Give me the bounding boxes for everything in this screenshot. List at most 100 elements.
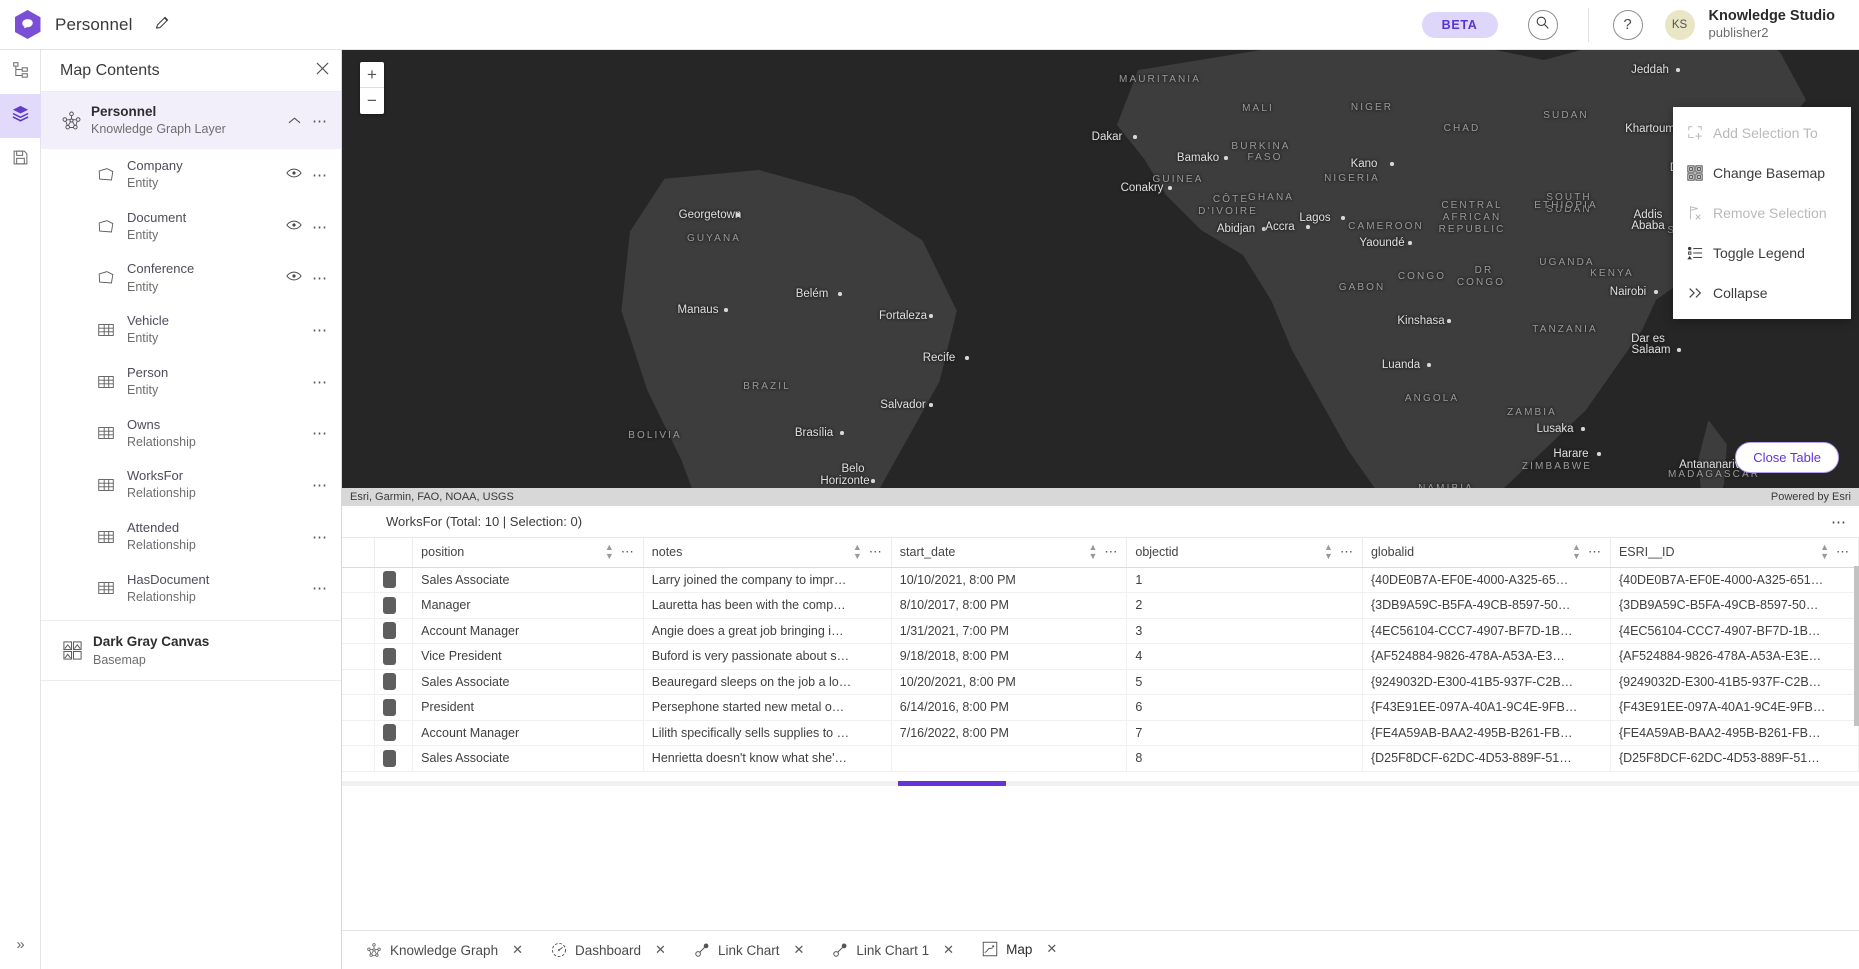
map-view[interactable]: MAURITANIA MALI NIGER CHAD SUDAN BURKINA FASO N… (342, 50, 1859, 505)
cell-start_date[interactable]: 6/14/2016, 8:00 PM (891, 694, 1128, 721)
column-menu-button[interactable]: ⋯ (1104, 544, 1119, 560)
cell-objectid[interactable]: 7 (1126, 720, 1363, 746)
cell-notes[interactable]: Henrietta doesn't know what she'… (643, 745, 892, 772)
cell-position[interactable]: Sales Associate (412, 745, 644, 772)
column-menu-button[interactable]: ⋯ (1339, 544, 1354, 560)
cell-objectid[interactable]: 8 (1126, 745, 1363, 772)
cell-objectid[interactable]: 4 (1126, 643, 1363, 670)
zoom-in-button[interactable]: + (360, 62, 384, 88)
tab-link-chart[interactable]: Link Chart ✕ (680, 931, 818, 969)
expand-rail-button[interactable]: » (16, 935, 25, 953)
row-select-cell[interactable] (342, 720, 375, 746)
layer-item-document[interactable]: Document Entity ⋯ (41, 201, 341, 253)
table-row[interactable]: Account Manager Lilith specifically sells… (342, 720, 1859, 746)
select-all-header[interactable] (342, 538, 375, 568)
close-icon[interactable]: ✕ (1046, 941, 1058, 956)
zoom-out-button[interactable]: − (367, 91, 377, 110)
table-row[interactable]: President Persephone started new metal o…… (342, 694, 1859, 721)
tab-knowledge-graph[interactable]: Knowledge Graph ✕ (352, 931, 537, 969)
sort-icon[interactable]: ▲ ▼ (1820, 542, 1829, 562)
column-menu-button[interactable]: ⋯ (1587, 544, 1602, 560)
cell-globalid[interactable]: {3DB9A59C-B5FA-49CB-8597-50… (1362, 592, 1611, 619)
rail-item-data-model[interactable] (0, 50, 41, 94)
layer-item-menu-button[interactable]: ⋯ (312, 580, 328, 598)
cell-position[interactable]: President (412, 694, 644, 721)
column-header-notes[interactable]: notes ▲ ▼ ⋯ (643, 538, 892, 568)
cell-start_date[interactable]: 8/10/2017, 8:00 PM (891, 592, 1128, 619)
cell-objectid[interactable]: 2 (1126, 592, 1363, 619)
cell-notes[interactable]: Buford is very passionate about s… (643, 643, 892, 670)
context-menu-item-toggle-legend[interactable]: Toggle Legend (1673, 233, 1851, 273)
cell-notes[interactable]: Beauregard sleeps on the job a lo… (643, 669, 892, 695)
cell-start_date[interactable]: 9/18/2018, 8:00 PM (891, 643, 1128, 670)
table-row[interactable]: Account Manager Angie does a great job br… (342, 618, 1859, 644)
rail-item-save[interactable] (0, 138, 41, 182)
layer-item-menu-button[interactable]: ⋯ (312, 166, 328, 184)
cell-start_date[interactable] (891, 745, 1128, 772)
layer-item-menu-button[interactable]: ⋯ (312, 218, 328, 236)
cell-globalid[interactable]: {9249032D-E300-41B5-937F-C2B… (1362, 669, 1611, 695)
row-select-cell[interactable] (342, 745, 375, 772)
cell-position[interactable]: Account Manager (412, 618, 644, 644)
cell-esri_id[interactable]: {4EC56104-CCC7-4907-BF7D-1B… (1610, 618, 1859, 644)
tab-link-chart-1[interactable]: Link Chart 1 ✕ (818, 931, 968, 969)
layer-item-attended[interactable]: Attended Relationship ⋯ (41, 511, 341, 563)
cell-globalid[interactable]: {AF524884-9826-478A-A53A-E3… (1362, 643, 1611, 670)
layer-visibility-toggle[interactable] (281, 218, 307, 236)
row-select-cell[interactable] (342, 592, 375, 619)
cell-start_date[interactable]: 1/31/2021, 7:00 PM (891, 618, 1128, 644)
table-horizontal-scrollbar[interactable] (342, 781, 1859, 786)
cell-globalid[interactable]: {F43E91EE-097A-40A1-9C4E-9FB… (1362, 694, 1611, 721)
cell-notes[interactable]: Lilith specifically sells supplies to … (643, 720, 892, 746)
layer-item-menu-button[interactable]: ⋯ (312, 270, 328, 288)
cell-notes[interactable]: Larry joined the company to impr… (643, 567, 892, 593)
table-row[interactable]: Sales Associate Beauregard sleeps on the … (342, 669, 1859, 695)
table-row[interactable]: Vice President Buford is very passionate … (342, 643, 1859, 670)
cell-esri_id[interactable]: {3DB9A59C-B5FA-49CB-8597-50… (1610, 592, 1859, 619)
user-info[interactable]: Knowledge Studio publisher2 (1709, 7, 1835, 41)
row-select-cell[interactable] (342, 567, 375, 593)
column-header-start_date[interactable]: start_date ▲ ▼ ⋯ (891, 538, 1128, 568)
cell-start_date[interactable]: 10/20/2021, 8:00 PM (891, 669, 1128, 695)
cell-notes[interactable]: Angie does a great job bringing i… (643, 618, 892, 644)
basemap-item[interactable]: Dark Gray Canvas Basemap (41, 621, 341, 680)
layer-item-menu-button[interactable]: ⋯ (312, 373, 328, 391)
rail-item-layers[interactable] (0, 94, 41, 138)
avatar[interactable]: KS (1664, 9, 1695, 40)
tab-dashboard[interactable]: Dashboard ✕ (537, 931, 680, 969)
cell-esri_id[interactable]: {40DE0B7A-EF0E-4000-A325-651… (1610, 567, 1859, 593)
cell-position[interactable]: Account Manager (412, 720, 644, 746)
close-table-button[interactable]: Close Table (1735, 442, 1839, 473)
cell-position[interactable]: Manager (412, 592, 644, 619)
column-header-position[interactable]: position ▲ ▼ ⋯ (412, 538, 644, 568)
layer-root-menu-button[interactable]: ⋯ (312, 112, 328, 130)
layer-item-company[interactable]: Company Entity ⋯ (41, 149, 341, 201)
layer-root-personnel[interactable]: Personnel Knowledge Graph Layer ⋯ (41, 92, 341, 150)
scroll-thumb[interactable] (898, 781, 1006, 786)
table-vertical-scrollbar[interactable] (1854, 566, 1859, 726)
layer-item-person[interactable]: Person Entity ⋯ (41, 356, 341, 408)
close-icon[interactable]: ✕ (943, 942, 955, 957)
cell-position[interactable]: Vice President (412, 643, 644, 670)
cell-start_date[interactable]: 7/16/2022, 8:00 PM (891, 720, 1128, 746)
cell-objectid[interactable]: 1 (1126, 567, 1363, 593)
cell-notes[interactable]: Persephone started new metal o… (643, 694, 892, 721)
layer-item-owns[interactable]: Owns Relationship ⋯ (41, 408, 341, 460)
context-menu-item-change-basemap[interactable]: Change Basemap (1673, 153, 1851, 193)
close-panel-button[interactable] (316, 62, 329, 79)
cell-esri_id[interactable]: {9249032D-E300-41B5-937F-C2B… (1610, 669, 1859, 695)
cell-esri_id[interactable]: {AF524884-9826-478A-A53A-E3E… (1610, 643, 1859, 670)
beta-badge[interactable]: BETA (1421, 11, 1498, 38)
table-menu-button[interactable]: ⋯ (1831, 513, 1847, 531)
column-menu-button[interactable]: ⋯ (620, 544, 635, 560)
cell-start_date[interactable]: 10/10/2021, 8:00 PM (891, 567, 1128, 593)
help-button[interactable]: ? (1612, 9, 1643, 40)
layer-item-hasdocument[interactable]: HasDocument Relationship ⋯ (41, 563, 341, 615)
sort-icon[interactable]: ▲ ▼ (604, 542, 614, 562)
cell-objectid[interactable]: 3 (1126, 618, 1363, 644)
sort-icon[interactable]: ▲ ▼ (1324, 542, 1333, 562)
search-button[interactable] (1527, 9, 1558, 40)
column-header-esri_id[interactable]: ESRI__ID ▲ ▼ ⋯ (1610, 538, 1859, 568)
sort-icon[interactable]: ▲ ▼ (852, 542, 862, 562)
row-select-cell[interactable] (342, 669, 375, 695)
